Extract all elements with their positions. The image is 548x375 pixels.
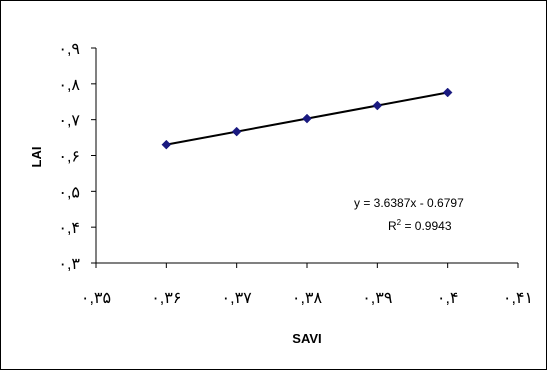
y-axis-title: LAI	[29, 147, 44, 168]
x-tick-label: ٠,٣۵	[81, 290, 111, 307]
y-tick-label: ٠,۵	[58, 184, 80, 201]
y-tick-label: ٠,۴	[58, 220, 80, 237]
x-tick-label: ٠,۴١	[503, 290, 533, 307]
y-tick-label: ٠,٨	[58, 77, 80, 94]
y-tick-label: ٠,٩	[58, 41, 80, 58]
x-tick-label: ٠,۴	[437, 290, 459, 307]
r-squared-value: = 0.9943	[401, 219, 452, 233]
data-point-diamond	[231, 126, 242, 137]
x-axis-ticks: ٠,٣۵ ٠,٣۶ ٠,٣٧ ٠,٣٨ ٠,٣٩ ٠,۴ ٠,۴١	[81, 263, 533, 307]
data-point-diamond	[161, 139, 172, 150]
trendline-equation: y = 3.6387x - 0.6797	[354, 196, 464, 210]
data-point-diamond	[442, 87, 453, 98]
x-tick-label: ٠,٣٩	[362, 290, 392, 307]
y-axis-ticks: ٠,٣ ٠,۴ ٠,۵ ٠,۶ ٠,٧ ٠,٨ ٠,٩	[58, 41, 96, 273]
data-point-diamond	[302, 113, 312, 124]
data-point-diamond	[372, 100, 383, 111]
x-tick-label: ٠,٣۶	[151, 290, 181, 307]
trendline-r-squared: R2 = 0.9943	[388, 218, 452, 233]
y-tick-label: ٠,٣	[58, 256, 80, 273]
x-axis-title: SAVI	[292, 331, 321, 346]
y-tick-label: ٠,۶	[58, 149, 80, 166]
r-squared-superscript: 2	[397, 218, 402, 227]
x-tick-label: ٠,٣٧	[222, 290, 253, 307]
x-tick-label: ٠,٣٨	[292, 290, 323, 307]
data-points-layer	[161, 87, 453, 150]
r-squared-letter: R	[388, 219, 397, 233]
y-tick-label: ٠,٧	[58, 113, 80, 130]
